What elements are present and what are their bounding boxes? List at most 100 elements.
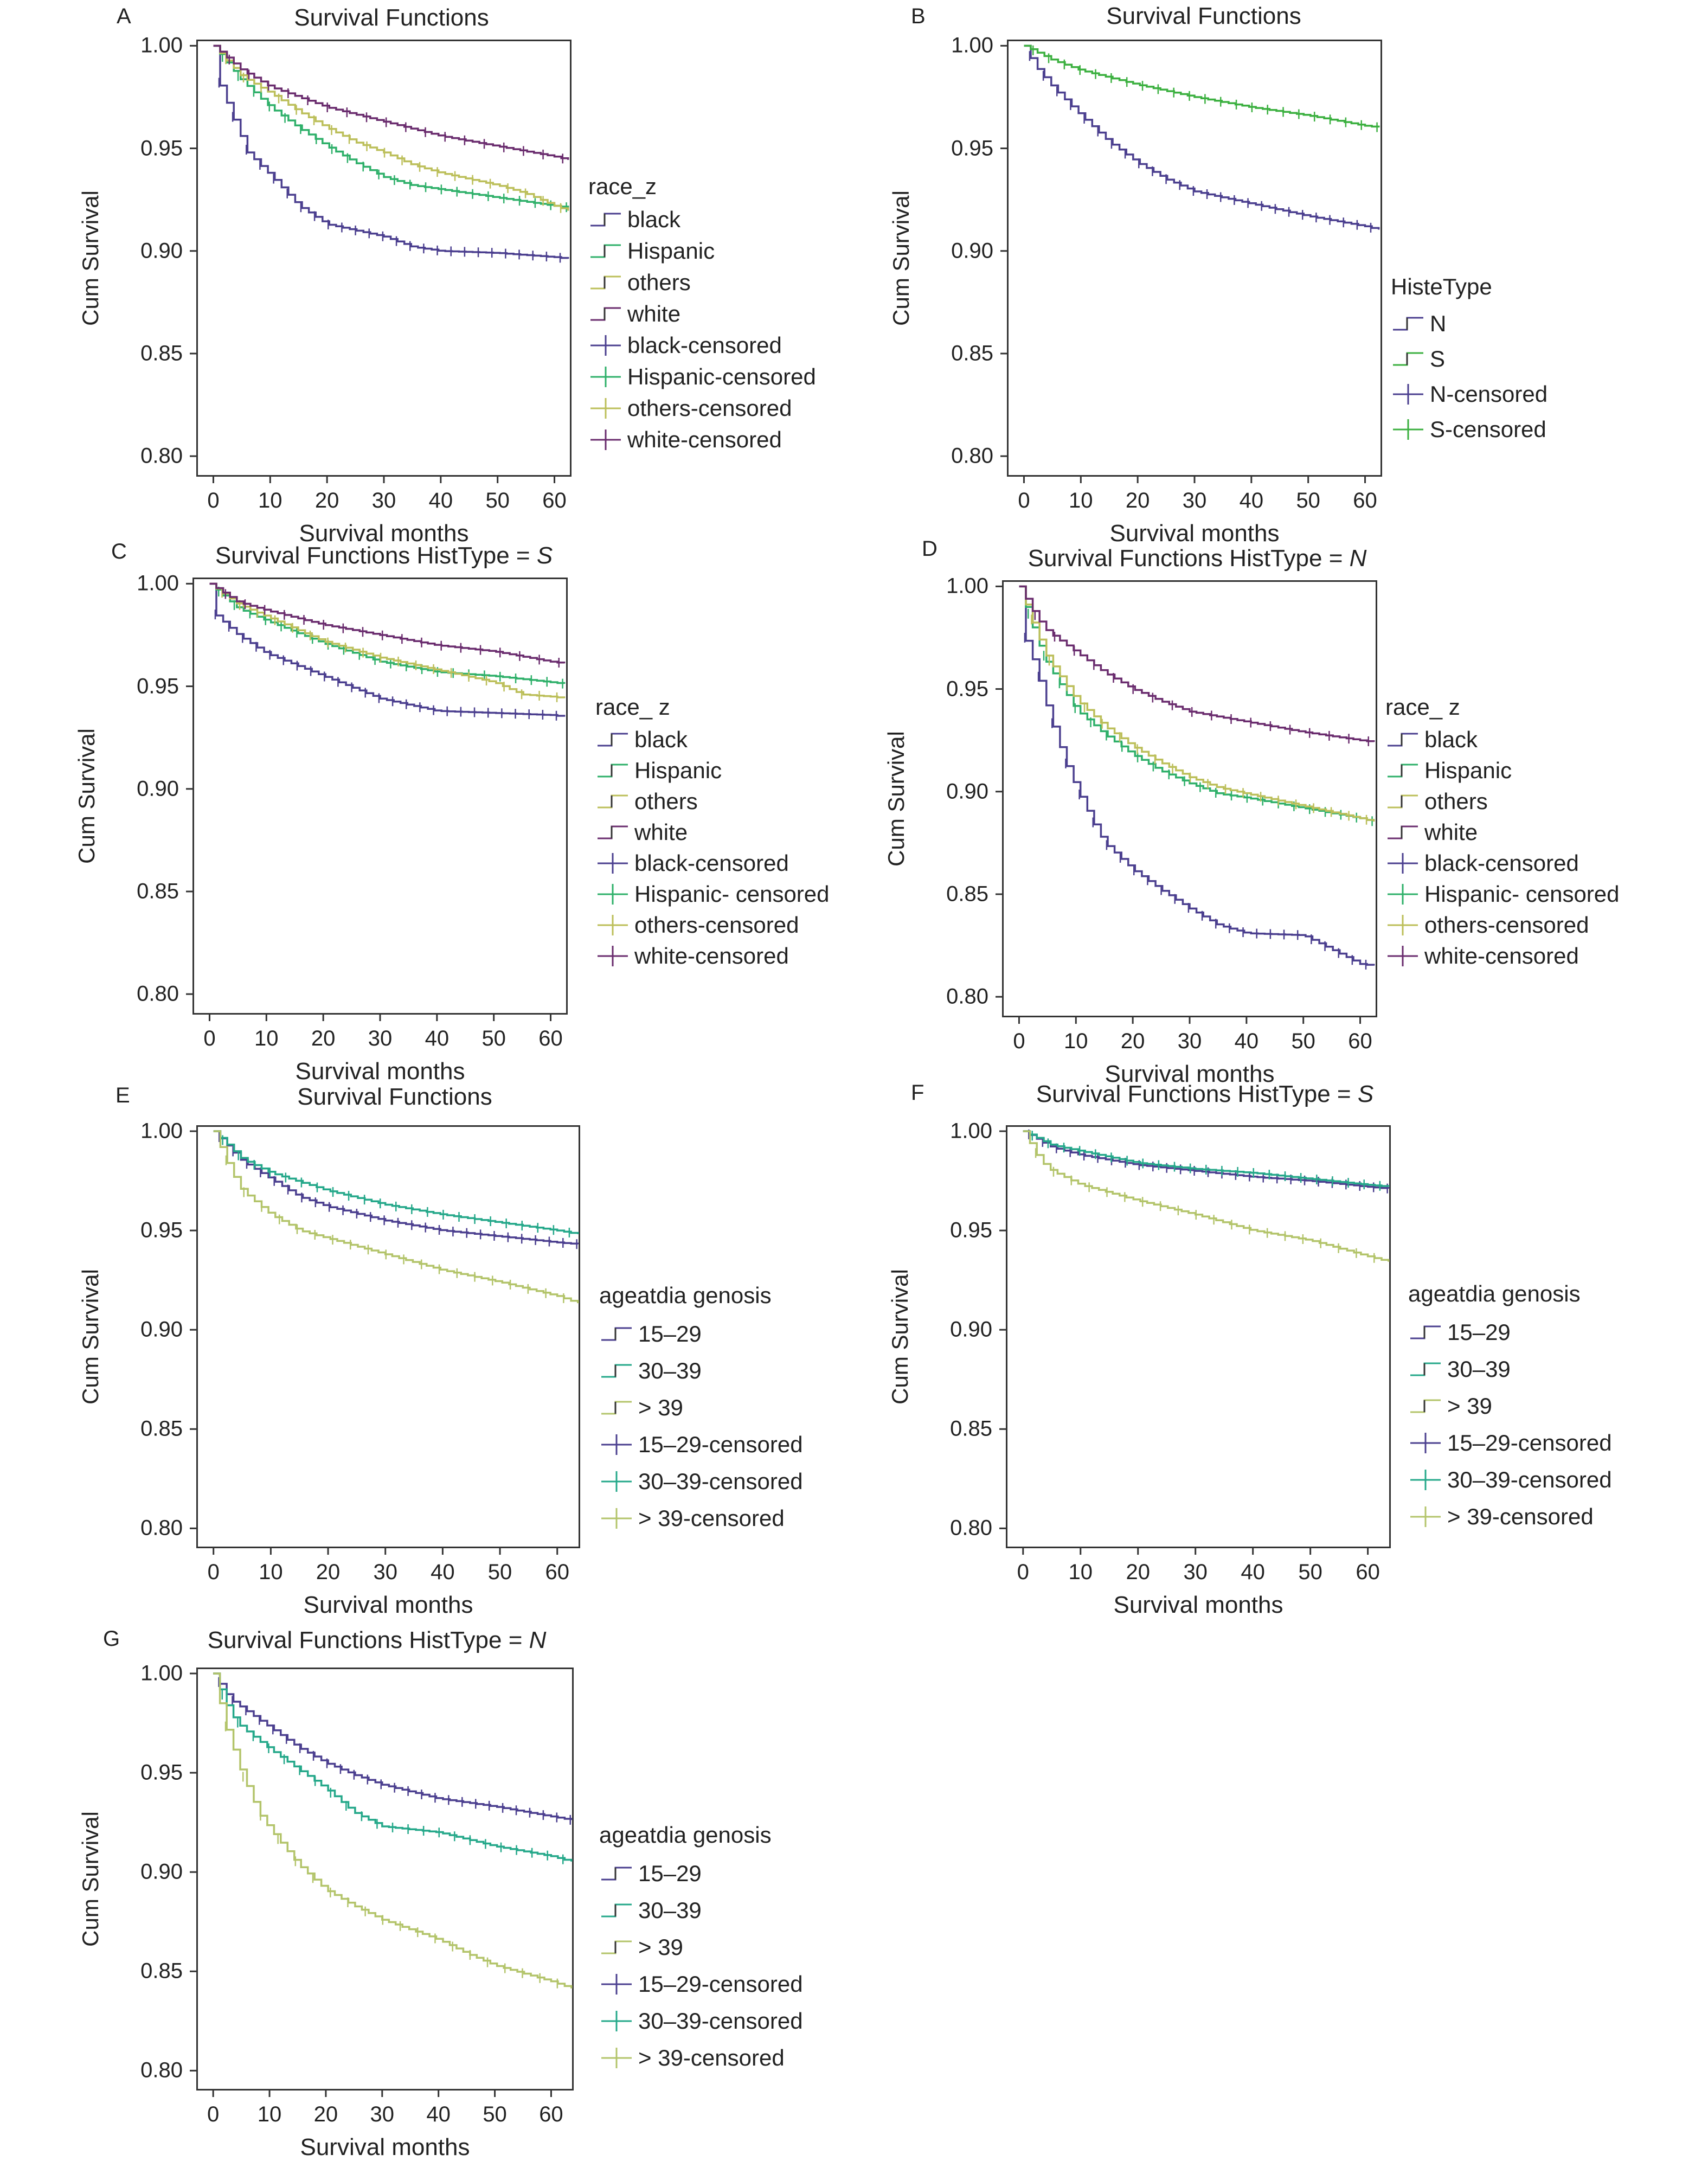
x-tick-label: 30 xyxy=(1177,1029,1202,1053)
x-tick-label: 50 xyxy=(481,1027,506,1050)
legend-label: 30–39 xyxy=(638,1358,702,1383)
curves-svg xyxy=(996,585,1375,1024)
plot-area xyxy=(1002,580,1377,1017)
x-tick-label: 0 xyxy=(207,2102,220,2126)
y-axis-label: Cum Survival xyxy=(883,731,909,867)
legend-title: race_ z xyxy=(1385,694,1460,720)
legend-censor-symbol xyxy=(1388,946,1418,966)
censor-marks-others xyxy=(225,54,562,213)
legend-step-symbol xyxy=(590,307,621,321)
censor-marks-white xyxy=(228,54,563,164)
x-tick-label: 30 xyxy=(1183,1560,1208,1584)
x-tick-label: 0 xyxy=(1013,1029,1025,1053)
legend-censor-symbol xyxy=(590,429,621,450)
legend-step-symbol xyxy=(590,244,621,258)
x-tick-label: 20 xyxy=(314,489,339,512)
chart-title-text: Survival Functions HistType = xyxy=(215,542,537,569)
survival-curve-black xyxy=(209,582,566,717)
y-tick-label: 1.00 xyxy=(140,33,183,57)
survival-curve-39 xyxy=(213,1130,579,1304)
legend-step-symbol xyxy=(601,1327,632,1341)
x-tick-label: 10 xyxy=(1064,1029,1088,1053)
x-tick-label: 50 xyxy=(485,489,510,512)
survival-curve-15-29 xyxy=(213,1672,573,1820)
x-tick-label: 40 xyxy=(428,489,453,512)
survival-curve-15-29 xyxy=(213,1130,579,1245)
legend-censor-symbol xyxy=(598,915,628,935)
x-tick-label: 20 xyxy=(316,1560,341,1584)
censor-marks-s xyxy=(1032,45,1378,132)
legend-title: race_ z xyxy=(595,694,670,720)
plot-area xyxy=(196,1125,580,1548)
survival-curve-others xyxy=(209,582,566,698)
chart-title-text: Survival Functions xyxy=(294,4,489,31)
legend-step-symbol xyxy=(1410,1362,1441,1376)
panel-letter: C xyxy=(111,540,127,563)
legend-label: white-censored xyxy=(1424,943,1579,969)
legend-label: > 39-censored xyxy=(638,1505,785,1531)
y-tick-label: 0.85 xyxy=(140,341,183,365)
survival-curve-others xyxy=(1019,585,1375,822)
y-axis-label: Cum Survival xyxy=(887,1269,913,1405)
x-tick-label: 0 xyxy=(203,1027,216,1050)
chart-title-var: N xyxy=(529,1627,547,1653)
censor-marks-black xyxy=(1024,632,1367,970)
chart-title-var: S xyxy=(1357,1081,1374,1107)
y-axis-label: Cum Survival xyxy=(888,190,914,326)
x-tick-label: 30 xyxy=(368,1027,393,1050)
x-axis-label: Survival months xyxy=(299,520,469,547)
survival-curve-black xyxy=(1019,585,1375,966)
legend-label: 30–39-censored xyxy=(638,2008,803,2034)
x-tick-label: 60 xyxy=(1348,1029,1372,1053)
chart-title: Survival Functions HistType = N xyxy=(208,1627,547,1654)
legend-censor-symbol xyxy=(1410,1433,1441,1453)
plot-area xyxy=(1007,40,1382,477)
legend-step-symbol xyxy=(1393,352,1423,366)
y-tick-label: 0.80 xyxy=(951,444,993,468)
legend-censor-symbol xyxy=(601,2048,632,2068)
x-tick-label: 0 xyxy=(1017,1560,1029,1584)
legend-title: race_z xyxy=(588,174,657,199)
legend-censor-symbol xyxy=(590,367,621,387)
legend-censor-symbol xyxy=(1388,853,1418,874)
legend-label: others xyxy=(627,270,691,295)
x-tick-label: 20 xyxy=(1120,1029,1145,1053)
survival-curve-s xyxy=(1024,44,1380,128)
survival-curve-black xyxy=(213,44,569,259)
x-tick-label: 40 xyxy=(1241,1560,1265,1584)
legend-label: S xyxy=(1430,346,1446,371)
curves-svg xyxy=(190,1130,579,1555)
legend-label: white-censored xyxy=(634,943,789,969)
censor-marks-others xyxy=(221,588,558,702)
y-tick-label: 0.90 xyxy=(950,1317,992,1342)
legend-label: > 39-censored xyxy=(1447,1504,1594,1529)
y-tick-label: 0.95 xyxy=(140,136,183,161)
chart-title-text: Survival Functions HistType = xyxy=(207,1627,529,1653)
y-tick-label: 1.00 xyxy=(140,1119,183,1143)
legend-step-symbol xyxy=(1410,1399,1441,1413)
censor-marks-black xyxy=(218,78,561,263)
y-tick-label: 1.00 xyxy=(950,1119,992,1143)
censor-marks-39 xyxy=(225,1155,564,1303)
legend-title: ageatdia genosis xyxy=(599,1283,772,1308)
survival-curve-white xyxy=(209,582,566,664)
survival-curve-30-39 xyxy=(1023,1130,1390,1187)
x-tick-label: 20 xyxy=(311,1027,336,1050)
survival-curve-hispanic xyxy=(213,44,569,208)
x-tick-label: 20 xyxy=(1126,1560,1150,1584)
x-tick-label: 10 xyxy=(259,1560,283,1584)
y-tick-label: 0.90 xyxy=(946,779,988,804)
survival-curve-others xyxy=(213,44,569,211)
censor-marks-n xyxy=(1029,51,1372,233)
curves-svg xyxy=(1000,44,1380,483)
y-tick-label: 0.95 xyxy=(140,1218,183,1242)
x-tick-label: 60 xyxy=(542,489,567,512)
x-tick-label: 10 xyxy=(258,489,282,512)
y-tick-label: 0.85 xyxy=(140,1959,183,1983)
x-tick-label: 0 xyxy=(207,489,220,512)
curves-svg xyxy=(186,582,566,1021)
survival-curve-39 xyxy=(213,1672,573,1989)
legend-label: others-censored xyxy=(634,912,799,938)
x-axis-label: Survival months xyxy=(295,1058,465,1085)
